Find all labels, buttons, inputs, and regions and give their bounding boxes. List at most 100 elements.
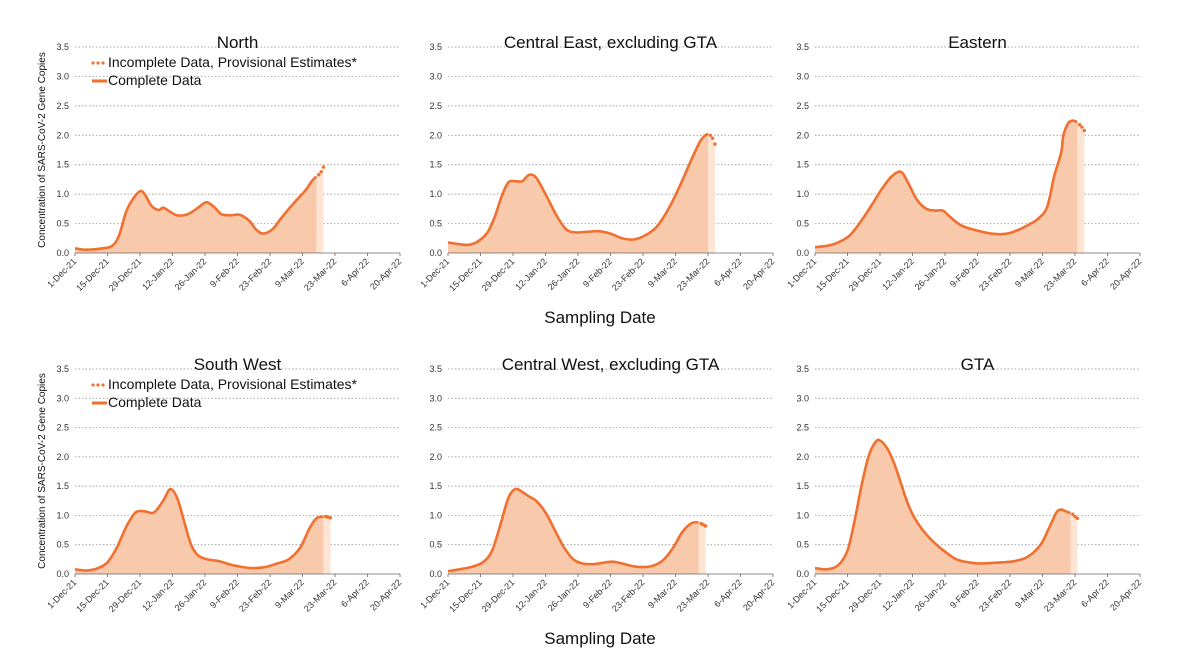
provisional-point [1080,125,1084,129]
panel-title: Central West, excluding GTA [502,355,720,374]
y-tick-label: 1.0 [796,189,809,199]
x-tick-label: 20-Apr-22 [1108,256,1143,291]
x-tick-label: 6-Apr-22 [1079,577,1111,609]
provisional-point [1070,512,1075,516]
x-tick-label: 6-Apr-22 [339,577,371,609]
panel-4: 0.0 0.5 1.0 1.5 2.0 2.5 3.0 3.5 1-Dec-2115-Dec-2… [45,355,403,614]
x-tick-label: 26-Jan-22 [913,256,949,292]
x-tick-label: 15-Dec-21 [74,256,111,293]
x-tick-label: 29-Dec-21 [480,577,517,614]
y-tick-label: 0.5 [56,219,69,229]
y-tick-label: 2.5 [56,101,69,111]
y-tick-label: 2.5 [56,423,69,433]
x-tick-label: 15-Dec-21 [447,256,484,293]
x-tick-label: 9-Feb-22 [208,577,241,610]
panel-title: North [217,33,259,52]
y-tick-label: 3.5 [796,42,809,52]
legend-complete: Complete Data [108,72,202,88]
x-tick-label: 9-Mar-22 [646,256,679,289]
x-tick-label: 26-Jan-22 [173,256,209,292]
y-tick-label: 2.0 [429,130,442,140]
y-tick-label: 2.5 [796,101,809,111]
x-tick-label: 1-Dec-21 [785,256,818,289]
x-tick-label: 9-Mar-22 [273,577,306,610]
complete-line [447,487,699,573]
y-tick-label: 0.5 [429,540,442,550]
x-tick-label: 6-Apr-22 [712,256,744,288]
y-tick-label: 0.0 [796,569,809,579]
complete-line [447,132,709,247]
x-tick-label: 29-Dec-21 [847,256,884,293]
legend-incomplete: Incomplete Data, Provisional Estimates* [108,376,358,392]
provisional-point [1075,516,1080,521]
complete-area [75,489,324,574]
y-tick-label: 0.0 [429,248,442,258]
x-tick-label: 6-Apr-22 [712,577,744,609]
provisional-point [319,170,323,174]
provisional-point [328,516,333,520]
legend-complete: Complete Data [108,394,202,410]
x-tick-label: 9-Mar-22 [1013,256,1046,289]
panel-title: Eastern [948,33,1007,52]
y-tick-label: 0.5 [796,219,809,229]
x-tick-label: 20-Apr-22 [741,577,776,612]
complete-area [75,176,317,253]
provisional-area [698,522,706,574]
y-tick-label: 1.0 [56,189,69,199]
x-tick-label: 1-Dec-21 [418,256,451,289]
provisional-area [1070,513,1078,574]
x-tick-label: 15-Dec-21 [814,256,851,293]
x-tick-label: 23-Feb-22 [237,577,273,613]
complete-line [814,438,1071,571]
x-tick-label: 20-Apr-22 [741,256,776,291]
y-tick-label: 3.0 [429,393,442,403]
x-tick-label: 29-Dec-21 [847,577,884,614]
x-tick-label: 9-Mar-22 [273,256,306,289]
x-tick-label: 1-Dec-21 [45,256,78,289]
provisional-point [1082,128,1086,133]
y-tick-label: 3.5 [56,364,69,374]
provisional-point [1073,514,1077,519]
complete-line [814,119,1078,249]
x-tick-label: 23-Feb-22 [610,256,646,292]
x-tick-label: 9-Feb-22 [948,577,981,610]
legend: Incomplete Data, Provisional Estimates* C… [91,376,358,410]
y-tick-label: 3.0 [796,71,809,81]
y-tick-label: 1.5 [796,481,809,491]
x-tick-label: 12-Jan-22 [880,256,916,292]
y-axis-label-bottom: Concentration of SARS-CoV-2 Gene Copies [37,373,48,569]
provisional-point [708,133,713,137]
x-axis-label-top: Sampling Date [544,308,656,327]
complete-area [815,439,1071,574]
x-tick-label: 15-Dec-21 [74,577,111,614]
x-tick-label: 12-Jan-22 [140,256,176,292]
panel-6: 0.0 0.5 1.0 1.5 2.0 2.5 3.0 3.5 1-Dec-2115-Dec-2… [785,355,1143,614]
complete-line [74,487,324,572]
complete-area [448,133,708,253]
y-tick-label: 1.0 [56,510,69,520]
y-tick-label: 2.0 [429,452,442,462]
complete-area [448,488,699,574]
y-tick-label: 2.5 [429,423,442,433]
x-tick-label: 9-Mar-22 [646,577,679,610]
y-tick-label: 3.0 [56,393,69,403]
y-tick-label: 3.5 [429,364,442,374]
legend-dot [91,383,95,387]
y-tick-label: 3.5 [56,42,69,52]
legend: Incomplete Data, Provisional Estimates* C… [91,54,358,88]
y-tick-label: 1.0 [429,510,442,520]
x-tick-label: 23-Feb-22 [977,256,1013,292]
x-tick-label: 20-Apr-22 [368,256,403,291]
legend-dot [101,61,105,65]
x-tick-label: 12-Jan-22 [880,577,916,613]
x-tick-label: 1-Dec-21 [785,577,818,610]
provisional-area [316,167,324,253]
x-tick-label: 29-Dec-21 [107,256,144,293]
x-tick-label: 12-Jan-22 [513,577,549,613]
provisional-point [321,165,326,169]
y-tick-label: 0.5 [56,540,69,550]
x-tick-label: 26-Jan-22 [546,256,582,292]
panel-2: 0.0 0.5 1.0 1.5 2.0 2.5 3.0 3.5 1-Dec-2115-Dec-2… [418,33,776,293]
y-tick-label: 2.0 [56,130,69,140]
x-tick-label: 23-Mar-22 [675,256,711,292]
